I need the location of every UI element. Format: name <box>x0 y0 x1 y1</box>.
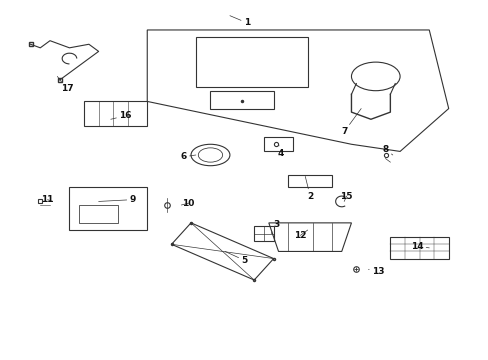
Bar <box>254 226 273 241</box>
Text: 5: 5 <box>224 251 247 265</box>
Text: 2: 2 <box>305 176 313 201</box>
Bar <box>79 205 118 223</box>
Text: 8: 8 <box>382 145 392 155</box>
Text: 13: 13 <box>368 267 384 276</box>
Text: 11: 11 <box>41 195 54 204</box>
Text: 3: 3 <box>271 220 279 234</box>
Bar <box>69 187 147 230</box>
Bar <box>287 175 331 187</box>
Bar <box>84 102 147 126</box>
Text: 17: 17 <box>57 76 73 93</box>
Text: 16: 16 <box>111 111 131 120</box>
Text: 1: 1 <box>229 16 249 27</box>
Text: 12: 12 <box>294 230 307 240</box>
Text: 6: 6 <box>180 152 196 161</box>
Text: 10: 10 <box>181 199 194 208</box>
Text: 15: 15 <box>340 192 352 202</box>
Bar <box>389 237 448 258</box>
Text: 4: 4 <box>277 144 284 158</box>
Text: 14: 14 <box>410 242 428 251</box>
Text: 7: 7 <box>340 109 361 136</box>
Text: 9: 9 <box>99 195 136 204</box>
